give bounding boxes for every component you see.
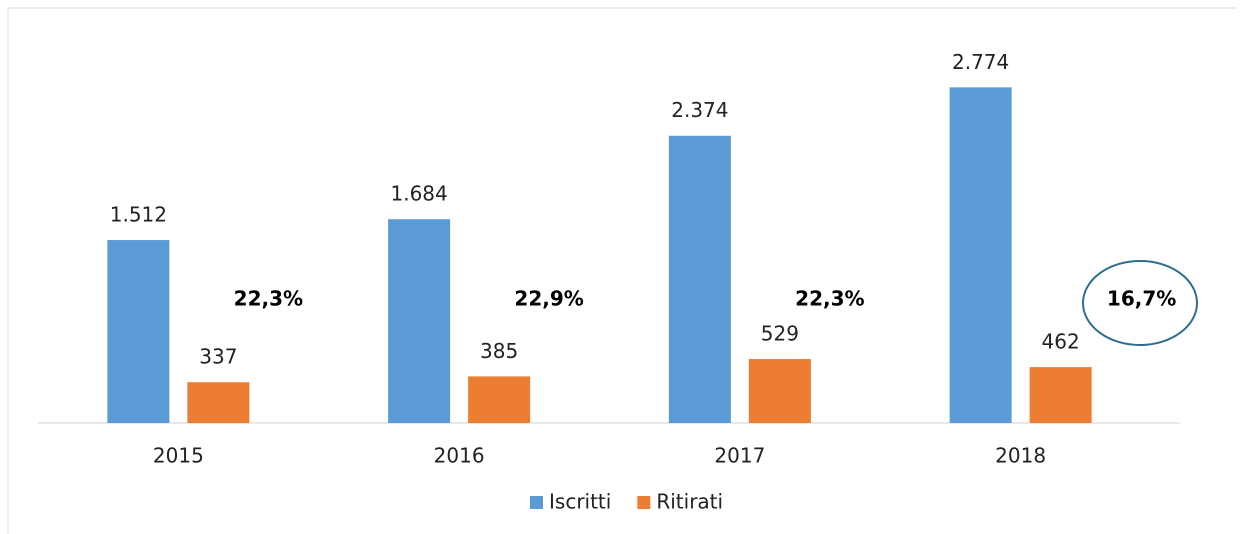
bar <box>468 376 531 423</box>
legend-label: Ritirati <box>656 490 723 514</box>
legend-label: Iscritti <box>549 490 611 514</box>
data-label: 385 <box>480 339 518 363</box>
highlight-circle <box>1082 260 1198 346</box>
annotation: 16,7% <box>1107 287 1176 311</box>
bar <box>187 382 250 423</box>
data-label: 462 <box>1042 330 1080 354</box>
bar <box>388 219 451 423</box>
data-label: 2.374 <box>671 98 728 122</box>
bar <box>949 87 1012 423</box>
x-tick-label: 2016 <box>434 444 485 468</box>
bar <box>748 358 811 423</box>
x-tick-label: 2017 <box>714 444 765 468</box>
bar <box>1029 367 1092 423</box>
data-label: 1.684 <box>390 182 447 206</box>
annotation: 22,3% <box>795 287 864 311</box>
x-tick-label: 2015 <box>153 444 204 468</box>
legend-swatch <box>637 496 651 509</box>
annotation: 22,9% <box>514 287 583 311</box>
data-label: 1.512 <box>110 203 167 227</box>
bar <box>107 240 170 423</box>
annotation: 22,3% <box>234 287 303 311</box>
data-label: 337 <box>199 345 237 369</box>
data-label: 2.774 <box>952 50 1009 74</box>
legend-swatch <box>530 496 543 509</box>
bar <box>668 135 731 423</box>
data-label: 529 <box>761 321 799 345</box>
x-tick-label: 2018 <box>995 444 1046 468</box>
